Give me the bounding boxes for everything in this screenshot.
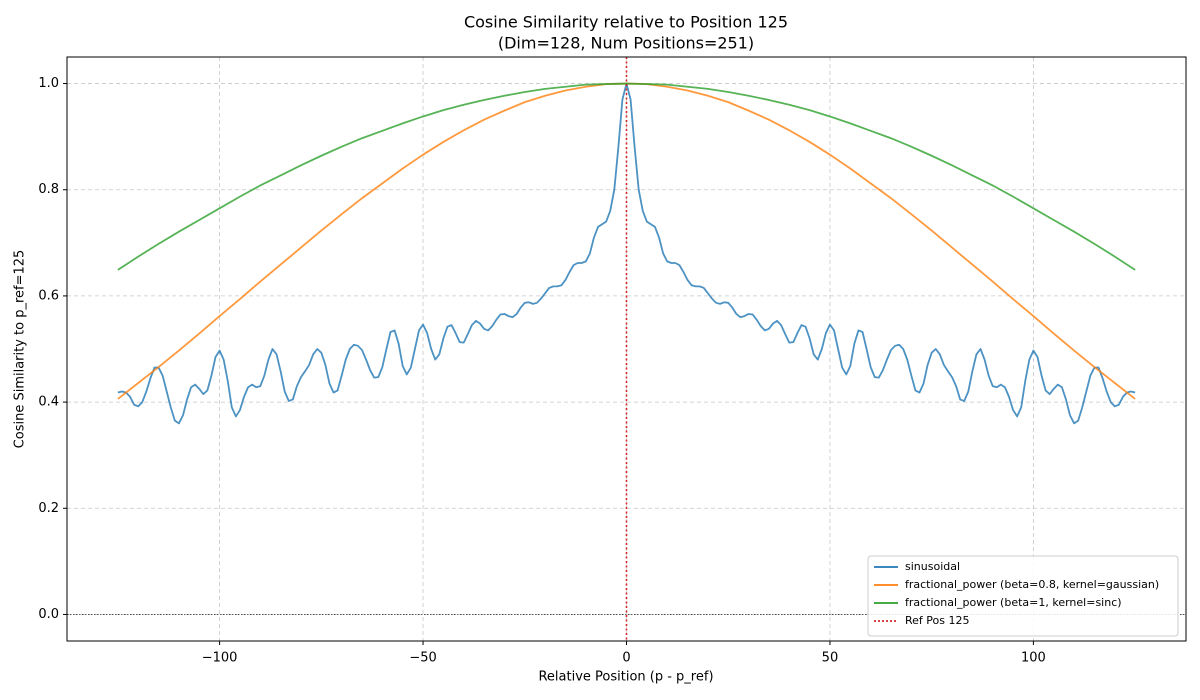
legend-label: fractional_power (beta=1, kernel=sinc) (905, 596, 1122, 609)
y-axis-label: Cosine Similarity to p_ref=125 (13, 250, 28, 449)
y-tick-label: 0.4 (38, 395, 59, 410)
legend-label: fractional_power (beta=0.8, kernel=gauss… (905, 578, 1159, 591)
chart-subtitle: (Dim=128, Num Positions=251) (498, 34, 754, 53)
legend-box (867, 555, 1179, 637)
x-tick-label: 100 (1021, 651, 1046, 666)
x-tick-label: 0 (622, 651, 630, 666)
chart-title: Cosine Similarity relative to Position 1… (464, 13, 788, 32)
x-tick-label: −100 (202, 651, 238, 666)
legend-label: sinusoidal (905, 560, 960, 573)
plot-frame (66, 56, 1187, 642)
x-tick-label: −50 (409, 651, 436, 666)
y-tick-label: 0.0 (38, 607, 59, 622)
legend: sinusoidal fractional_power (beta=0.8, ke… (867, 555, 1179, 637)
legend-label: Ref Pos 125 (905, 614, 969, 627)
y-tick-label: 0.8 (38, 182, 59, 197)
y-tick-label: 1.0 (38, 76, 59, 91)
x-axis-label: Relative Position (p - p_ref) (538, 670, 713, 685)
y-tick-label: 0.2 (38, 501, 59, 516)
x-tick-label: 50 (822, 651, 839, 666)
series-line (117, 82, 1136, 271)
y-tick-label: 0.6 (38, 288, 59, 303)
